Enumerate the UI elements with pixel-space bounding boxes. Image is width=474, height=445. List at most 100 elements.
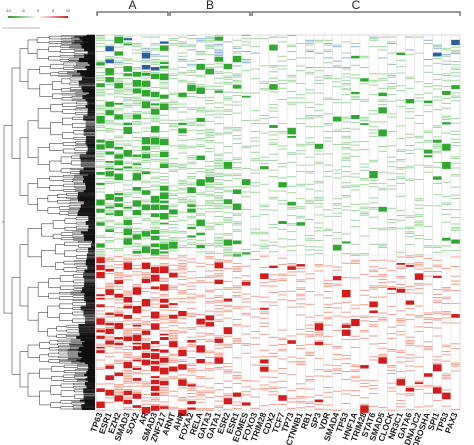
dendro-line <box>72 116 84 120</box>
heatmap-cell <box>123 105 133 107</box>
heatmap-cell <box>205 140 214 142</box>
heatmap-cell <box>305 137 315 139</box>
heatmap-cell <box>114 248 123 250</box>
heatmap-cell <box>141 397 151 399</box>
heatmap-cell <box>223 268 233 270</box>
heatmap-cell <box>278 291 287 293</box>
heatmap-cell <box>396 377 406 379</box>
dendro-line <box>67 72 81 75</box>
heatmap-cell <box>296 362 305 364</box>
heatmap-cell <box>433 47 442 49</box>
dendro-line <box>75 112 88 115</box>
heatmap-cell <box>360 331 369 333</box>
heatmap-cell <box>305 219 315 220</box>
heatmap-cell <box>187 147 196 149</box>
heatmap-cell <box>442 49 451 51</box>
heatmap-cell <box>96 249 105 251</box>
heatmap-cell <box>196 313 205 315</box>
heatmap-cell <box>196 359 205 364</box>
heatmap-cell <box>369 38 378 40</box>
heatmap-cell <box>241 167 251 169</box>
heatmap-cell <box>269 142 278 144</box>
dendro-line <box>72 302 86 306</box>
heatmap-cell <box>269 36 278 38</box>
heatmap-cell <box>178 192 187 194</box>
heatmap-cell <box>305 116 315 118</box>
heatmap-cell <box>278 350 287 352</box>
heatmap-cell <box>278 299 287 301</box>
heatmap-cell <box>160 41 169 44</box>
heatmap-cell <box>123 184 133 186</box>
heatmap-cell <box>169 94 178 96</box>
heatmap-cell <box>260 38 269 40</box>
heatmap-cell <box>141 180 151 182</box>
heatmap-cell <box>123 192 133 194</box>
heatmap-cell <box>351 144 360 146</box>
heatmap-cell <box>96 125 105 127</box>
heatmap-cell <box>296 333 305 335</box>
heatmap-cell <box>132 357 142 359</box>
heatmap-cell <box>451 92 460 94</box>
heatmap-cell <box>96 155 105 157</box>
heatmap-cell <box>123 376 133 378</box>
heatmap-cell <box>232 266 242 268</box>
heatmap-cell <box>214 273 224 275</box>
heatmap-cell <box>251 38 260 40</box>
heatmap-cell <box>387 350 396 352</box>
heatmap-cell <box>150 119 160 121</box>
heatmap-cell <box>214 77 224 79</box>
heatmap-cell <box>332 177 342 179</box>
heatmap-cell <box>369 132 378 134</box>
heatmap-cell <box>96 126 105 128</box>
heatmap-cell <box>160 304 169 309</box>
heatmap-cell <box>296 400 305 402</box>
heatmap-cell <box>105 397 114 399</box>
heatmap-cell <box>387 219 396 220</box>
heatmap-cell <box>251 331 260 332</box>
heatmap-cell <box>314 335 324 337</box>
dendro-line <box>64 250 77 257</box>
heatmap-cell <box>96 350 105 354</box>
heatmap-cell <box>214 153 224 155</box>
heatmap-cell <box>378 182 387 184</box>
heatmap-cell <box>169 306 178 308</box>
heatmap-cell <box>150 235 160 241</box>
heatmap-cell <box>287 335 296 337</box>
dendro-line <box>49 160 62 172</box>
heatmap-cell <box>287 245 296 247</box>
heatmap-cell <box>323 215 333 217</box>
heatmap-cell <box>351 55 360 59</box>
heatmap-cell <box>423 238 433 240</box>
heatmap-cell <box>187 393 196 395</box>
heatmap-cell <box>123 290 133 292</box>
heatmap-cell <box>205 251 214 253</box>
heatmap-cell <box>205 300 214 302</box>
heatmap-cell <box>305 92 315 94</box>
heatmap-cell <box>396 275 406 277</box>
heatmap-cell <box>369 208 378 210</box>
heatmap-cell <box>132 405 142 408</box>
heatmap-cell <box>223 128 233 130</box>
heatmap-cell <box>278 166 287 168</box>
heatmap-cell <box>187 108 196 110</box>
heatmap-cell <box>123 371 133 373</box>
heatmap-cell <box>323 99 333 100</box>
heatmap-cell <box>187 315 196 317</box>
heatmap-cell <box>305 254 315 256</box>
heatmap-cell <box>214 188 224 190</box>
dendro-line <box>66 324 79 328</box>
heatmap-cell <box>150 125 160 133</box>
heatmap-cell <box>342 393 351 395</box>
heatmap-cell <box>396 52 406 55</box>
heatmap-cell <box>214 274 224 276</box>
dendro-line <box>63 267 77 272</box>
heatmap-cell <box>187 161 196 163</box>
heatmap-cell <box>314 265 324 267</box>
heatmap-cell <box>178 111 187 113</box>
heatmap-cell <box>141 400 151 402</box>
heatmap-cell <box>160 86 169 88</box>
dendro-line <box>37 312 48 332</box>
heatmap-cell <box>351 319 360 327</box>
heatmap-cell <box>223 207 233 209</box>
dendro-line <box>71 37 80 39</box>
